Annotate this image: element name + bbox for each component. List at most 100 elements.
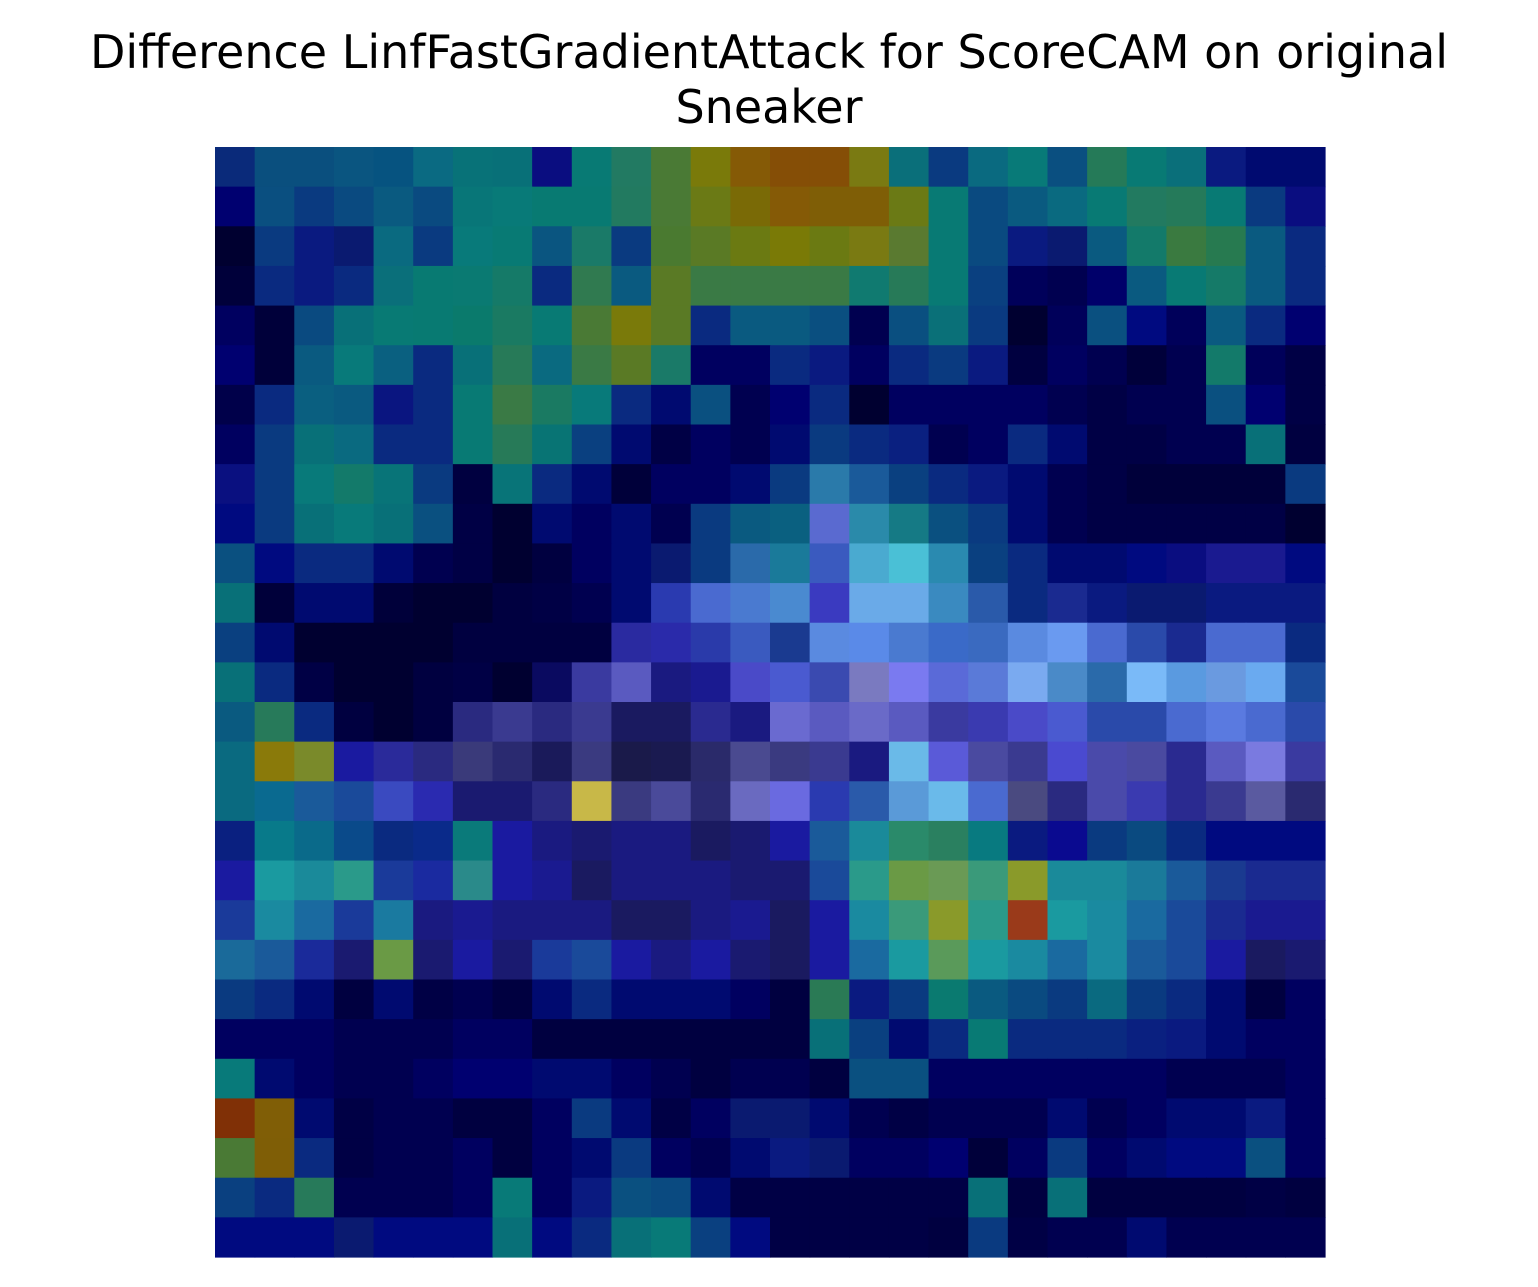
heatmap-cell [1087, 503, 1128, 545]
heatmap-cell [333, 583, 375, 624]
heatmap-cell [532, 1098, 573, 1139]
heatmap-cell [413, 1138, 454, 1179]
heatmap-cell [1285, 662, 1326, 703]
heatmap-cell [532, 503, 573, 545]
heatmap-cell [1285, 860, 1326, 901]
heatmap-cell [294, 900, 335, 941]
heatmap-cell [532, 345, 573, 386]
heatmap-cell [1007, 265, 1049, 307]
heatmap-cell [928, 503, 969, 545]
heatmap-cell [849, 900, 890, 941]
heatmap-cell [968, 424, 1009, 465]
heatmap-cell [1245, 543, 1286, 584]
heatmap-cell [571, 503, 613, 545]
heatmap-cell [1047, 265, 1088, 307]
heatmap-cell [254, 543, 295, 584]
heatmap-cell [492, 1217, 533, 1258]
heatmap-cell [690, 1177, 731, 1218]
heatmap-cell [1285, 622, 1326, 663]
heatmap-cell [928, 781, 969, 822]
heatmap-cell [770, 900, 811, 941]
heatmap-cell [1206, 1177, 1247, 1218]
heatmap-cell [730, 1138, 771, 1179]
heatmap-cell [333, 543, 375, 584]
heatmap-cell [809, 424, 850, 465]
heatmap-cell [770, 265, 811, 307]
heatmap-cell [770, 781, 811, 822]
heatmap-cell [690, 781, 731, 822]
heatmap-cell [1047, 345, 1088, 386]
heatmap-cell [849, 741, 890, 782]
heatmap-cell [492, 820, 533, 862]
heatmap-cell [532, 781, 573, 822]
heatmap-cell [413, 979, 454, 1020]
heatmap-cell [294, 1019, 335, 1060]
heatmap-cell [968, 147, 1009, 188]
heatmap-cell [1126, 939, 1168, 981]
heatmap-cell [215, 781, 256, 822]
heatmap-cell [492, 1058, 533, 1100]
heatmap-cell [770, 226, 811, 267]
heatmap-cell [611, 503, 652, 545]
heatmap-cell [1245, 147, 1286, 188]
heatmap-cell [1166, 1098, 1207, 1139]
heatmap-cell [1206, 543, 1247, 584]
heatmap-cell [770, 384, 811, 426]
heatmap-cell [1285, 424, 1326, 465]
heatmap-cell [215, 860, 256, 901]
heatmap-cell [611, 1138, 652, 1179]
heatmap-cell [254, 147, 295, 188]
heatmap-cell [888, 622, 930, 663]
heatmap-cell [730, 503, 771, 545]
heatmap-cell [333, 741, 375, 782]
heatmap-cell [611, 464, 652, 505]
heatmap-cell [452, 583, 494, 624]
heatmap-cell [611, 424, 652, 465]
chart-title-line-2: Sneaker [675, 80, 863, 134]
heatmap-cell [690, 1217, 731, 1258]
heatmap-cell [1206, 464, 1247, 505]
heatmap-cell [1166, 503, 1207, 545]
heatmap-cell [730, 464, 771, 505]
heatmap-cell [1087, 265, 1128, 307]
heatmap-cell [1126, 702, 1168, 743]
heatmap-cell [690, 662, 731, 703]
heatmap-cell [690, 583, 731, 624]
heatmap-cell [1206, 503, 1247, 545]
heatmap-cell [492, 1138, 533, 1179]
heatmap-cell [413, 1217, 454, 1258]
heatmap-cell [809, 662, 850, 703]
heatmap-cell [849, 305, 890, 346]
heatmap-cell [690, 265, 731, 307]
heatmap-cell [1166, 186, 1207, 227]
heatmap-cell [928, 622, 969, 663]
heatmap-cell [730, 226, 771, 267]
heatmap-cell [294, 424, 335, 465]
heatmap-cell [215, 305, 256, 346]
heatmap-cell [1087, 464, 1128, 505]
heatmap-cell [532, 979, 573, 1020]
heatmap-cell [1007, 1098, 1049, 1139]
heatmap-cell [571, 147, 613, 188]
heatmap-cell [215, 939, 256, 981]
heatmap-cell [1126, 384, 1168, 426]
heatmap-cell [928, 384, 969, 426]
heatmap-cell [1087, 939, 1128, 981]
heatmap-cell [294, 702, 335, 743]
heatmap-cell [849, 543, 890, 584]
heatmap-cell [651, 741, 692, 782]
heatmap-cell [373, 464, 414, 505]
heatmap-cell [1047, 503, 1088, 545]
heatmap-cell [651, 1177, 692, 1218]
heatmap-cell [928, 900, 969, 941]
heatmap-cell [928, 424, 969, 465]
heatmap-cell [809, 1019, 850, 1060]
heatmap-cell [809, 702, 850, 743]
heatmap-cell [571, 860, 613, 901]
heatmap-cell [1285, 384, 1326, 426]
heatmap-cell [571, 939, 613, 981]
heatmap-cell [1206, 384, 1247, 426]
heatmap-cell [215, 622, 256, 663]
heatmap-cell [373, 543, 414, 584]
heatmap-cell [571, 345, 613, 386]
